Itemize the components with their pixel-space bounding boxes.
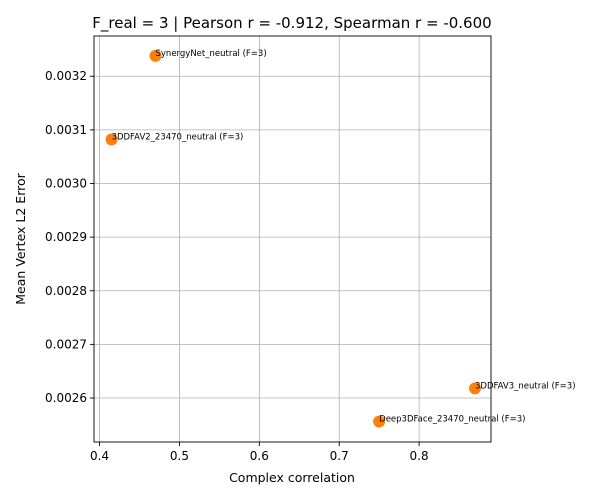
data-point [373,415,386,428]
data-point [105,133,118,146]
data-point-label: 3DDFAV3_neutral (F=3) [475,381,576,391]
chart-title: F_real = 3 | Pearson r = -0.912, Spearma… [92,14,491,33]
y-tick-label: 0.0027 [45,337,87,351]
x-tick-label: 0.5 [170,449,189,463]
axis-ticks: 0.4 0.5 0.6 0.7 0.8 0.0026 0.0027 0.0028 0.0029 0… [45,69,429,463]
y-tick-label: 0.0031 [45,123,87,137]
x-axis-label: Complex correlation [229,470,355,485]
grid-lines [94,36,491,442]
y-tick-label: 0.0026 [45,391,87,405]
y-tick-label: 0.0030 [45,176,87,190]
x-tick-label: 0.7 [330,449,349,463]
x-tick-label: 0.4 [90,449,109,463]
y-tick-label: 0.0028 [45,284,87,298]
y-axis-label: Mean Vertex L2 Error [13,172,28,304]
y-tick-label: 0.0032 [45,69,87,83]
data-point-label: 3DDFAV2_23470_neutral (F=3) [112,133,244,143]
data-point [469,382,482,395]
x-tick-label: 0.8 [410,449,429,463]
data-point-label: SynergyNet_neutral (F=3) [156,49,267,59]
data-point-label: Deep3DFace_23470_neutral (F=3) [379,415,525,425]
x-tick-label: 0.6 [250,449,269,463]
data-point [149,49,162,62]
y-tick-label: 0.0029 [45,230,87,244]
plot-frame [93,35,492,443]
data-points: SynergyNet_neutral (F=3) 3DDFAV2_23470_ne… [105,49,576,428]
